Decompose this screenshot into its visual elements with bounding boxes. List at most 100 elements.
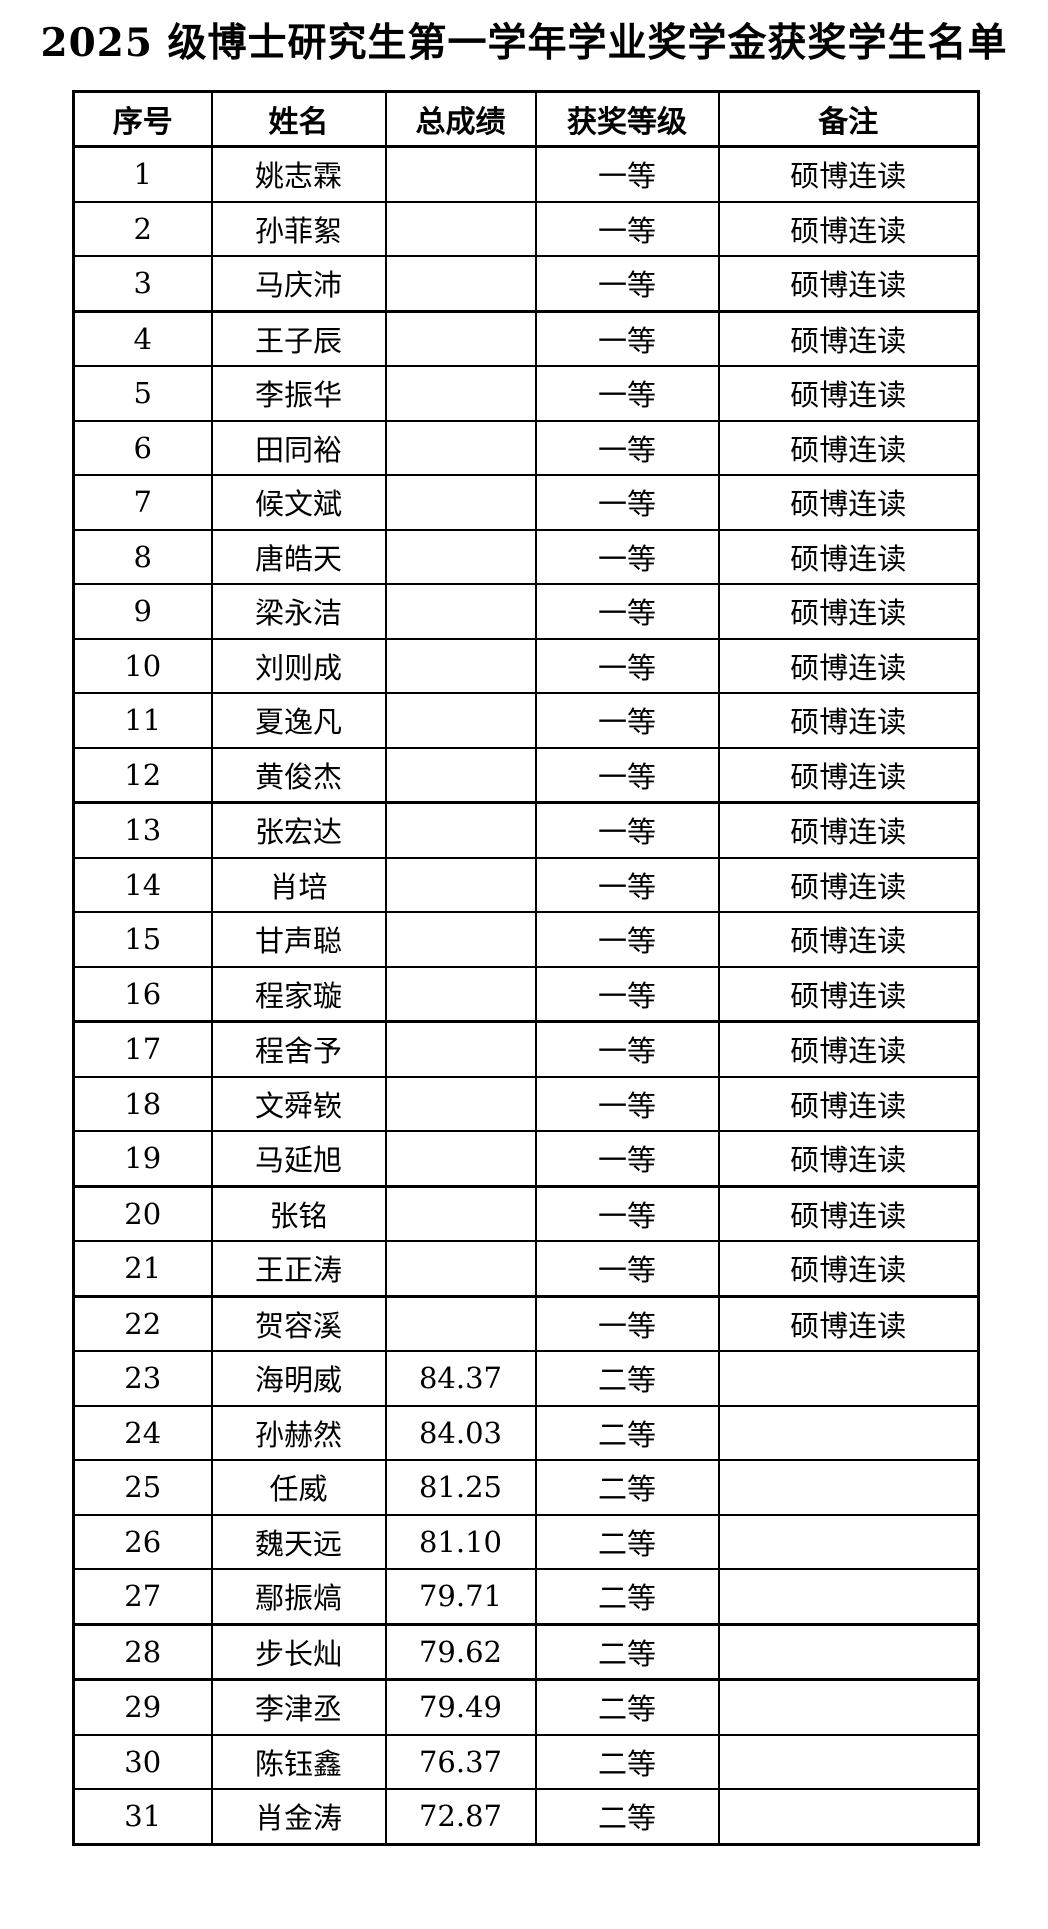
cell-level: 一等 bbox=[534, 637, 720, 694]
table-header: 序号 姓名 总成绩 获奖等级 备注 bbox=[72, 90, 980, 148]
cell-score bbox=[384, 528, 537, 585]
table-row: 9 梁永洁 一等 硕博连读 bbox=[72, 583, 980, 640]
page-title: 2025 级博士研究生第一学年学业奖学金获奖学生名单 bbox=[40, 20, 1008, 66]
cell-level: 一等 bbox=[534, 145, 720, 203]
cell-score bbox=[384, 746, 537, 804]
cell-score: 79.71 bbox=[384, 1568, 537, 1625]
cell-note bbox=[717, 1513, 980, 1570]
cell-no: 25 bbox=[72, 1459, 213, 1516]
cell-level: 二等 bbox=[534, 1788, 720, 1845]
cell-name: 姚志霖 bbox=[210, 145, 387, 203]
table-row: 27 鄢振熇 79.71 二等 bbox=[72, 1568, 980, 1625]
cell-note: 硕博连读 bbox=[717, 1240, 980, 1297]
cell-note bbox=[717, 1622, 980, 1681]
cell-score: 76.37 bbox=[384, 1733, 537, 1790]
cell-name: 步长灿 bbox=[210, 1622, 387, 1681]
cell-level: 一等 bbox=[534, 1240, 720, 1297]
cell-name: 李津丞 bbox=[210, 1678, 387, 1736]
cell-no: 21 bbox=[72, 1240, 213, 1297]
cell-no: 6 bbox=[72, 419, 213, 476]
table-row: 29 李津丞 79.49 二等 bbox=[72, 1678, 980, 1736]
table-row: 23 海明威 84.37 二等 bbox=[72, 1350, 980, 1407]
cell-note bbox=[717, 1350, 980, 1407]
table-row: 18 文舜嵚 一等 硕博连读 bbox=[72, 1075, 980, 1132]
cell-name: 鄢振熇 bbox=[210, 1568, 387, 1625]
table-row: 4 王子辰 一等 硕博连读 bbox=[72, 309, 980, 367]
cell-note: 硕博连读 bbox=[717, 637, 980, 694]
cell-no: 16 bbox=[72, 965, 213, 1023]
cell-name: 孙菲絮 bbox=[210, 200, 387, 257]
cell-note: 硕博连读 bbox=[717, 965, 980, 1023]
cell-name: 张宏达 bbox=[210, 801, 387, 859]
cell-no: 4 bbox=[72, 309, 213, 367]
cell-note bbox=[717, 1404, 980, 1461]
cell-name: 孙赫然 bbox=[210, 1404, 387, 1461]
cell-score bbox=[384, 692, 537, 749]
cell-score bbox=[384, 474, 537, 531]
cell-note bbox=[717, 1678, 980, 1736]
table-row: 8 唐皓天 一等 硕博连读 bbox=[72, 528, 980, 585]
cell-level: 一等 bbox=[534, 746, 720, 804]
cell-score bbox=[384, 1130, 537, 1187]
cell-name: 肖金涛 bbox=[210, 1788, 387, 1845]
cell-level: 二等 bbox=[534, 1404, 720, 1461]
cell-no: 18 bbox=[72, 1075, 213, 1132]
cell-note: 硕博连读 bbox=[717, 255, 980, 312]
cell-note bbox=[717, 1568, 980, 1625]
cell-no: 11 bbox=[72, 692, 213, 749]
cell-score: 79.49 bbox=[384, 1678, 537, 1736]
table-row: 17 程舍予 一等 硕博连读 bbox=[72, 1020, 980, 1078]
cell-level: 一等 bbox=[534, 200, 720, 257]
cell-name: 刘则成 bbox=[210, 637, 387, 694]
cell-score bbox=[384, 1240, 537, 1297]
cell-name: 梁永洁 bbox=[210, 583, 387, 640]
cell-no: 26 bbox=[72, 1513, 213, 1570]
cell-note: 硕博连读 bbox=[717, 583, 980, 640]
cell-name: 程舍予 bbox=[210, 1020, 387, 1078]
cell-score: 84.03 bbox=[384, 1404, 537, 1461]
cell-no: 28 bbox=[72, 1622, 213, 1681]
cell-level: 一等 bbox=[534, 911, 720, 968]
column-header-score: 总成绩 bbox=[384, 90, 537, 148]
cell-name: 海明威 bbox=[210, 1350, 387, 1407]
cell-note: 硕博连读 bbox=[717, 911, 980, 968]
cell-note bbox=[717, 1459, 980, 1516]
cell-score bbox=[384, 911, 537, 968]
cell-note: 硕博连读 bbox=[717, 309, 980, 367]
cell-no: 7 bbox=[72, 474, 213, 531]
cell-score bbox=[384, 801, 537, 859]
cell-note: 硕博连读 bbox=[717, 856, 980, 913]
cell-name: 夏逸凡 bbox=[210, 692, 387, 749]
table-row: 20 张铭 一等 硕博连读 bbox=[72, 1184, 980, 1242]
table-row: 30 陈钰鑫 76.37 二等 bbox=[72, 1733, 980, 1790]
cell-level: 二等 bbox=[534, 1678, 720, 1736]
cell-note: 硕博连读 bbox=[717, 1294, 980, 1352]
cell-name: 王子辰 bbox=[210, 309, 387, 367]
cell-no: 15 bbox=[72, 911, 213, 968]
cell-no: 20 bbox=[72, 1184, 213, 1242]
cell-name: 张铭 bbox=[210, 1184, 387, 1242]
cell-no: 29 bbox=[72, 1678, 213, 1736]
column-header-no: 序号 bbox=[72, 90, 213, 148]
cell-name: 候文斌 bbox=[210, 474, 387, 531]
cell-score bbox=[384, 309, 537, 367]
cell-level: 一等 bbox=[534, 255, 720, 312]
cell-level: 一等 bbox=[534, 1294, 720, 1352]
table-row: 28 步长灿 79.62 二等 bbox=[72, 1622, 980, 1681]
cell-no: 5 bbox=[72, 365, 213, 422]
cell-name: 文舜嵚 bbox=[210, 1075, 387, 1132]
cell-name: 魏天远 bbox=[210, 1513, 387, 1570]
cell-level: 一等 bbox=[534, 1184, 720, 1242]
cell-name: 程家璇 bbox=[210, 965, 387, 1023]
table-row: 26 魏天远 81.10 二等 bbox=[72, 1513, 980, 1570]
table-row: 5 李振华 一等 硕博连读 bbox=[72, 365, 980, 422]
table-row: 15 甘声聪 一等 硕博连读 bbox=[72, 911, 980, 968]
cell-level: 一等 bbox=[534, 856, 720, 913]
cell-no: 12 bbox=[72, 746, 213, 804]
cell-name: 唐皓天 bbox=[210, 528, 387, 585]
cell-no: 2 bbox=[72, 200, 213, 257]
cell-level: 一等 bbox=[534, 692, 720, 749]
cell-level: 一等 bbox=[534, 965, 720, 1023]
cell-score bbox=[384, 200, 537, 257]
